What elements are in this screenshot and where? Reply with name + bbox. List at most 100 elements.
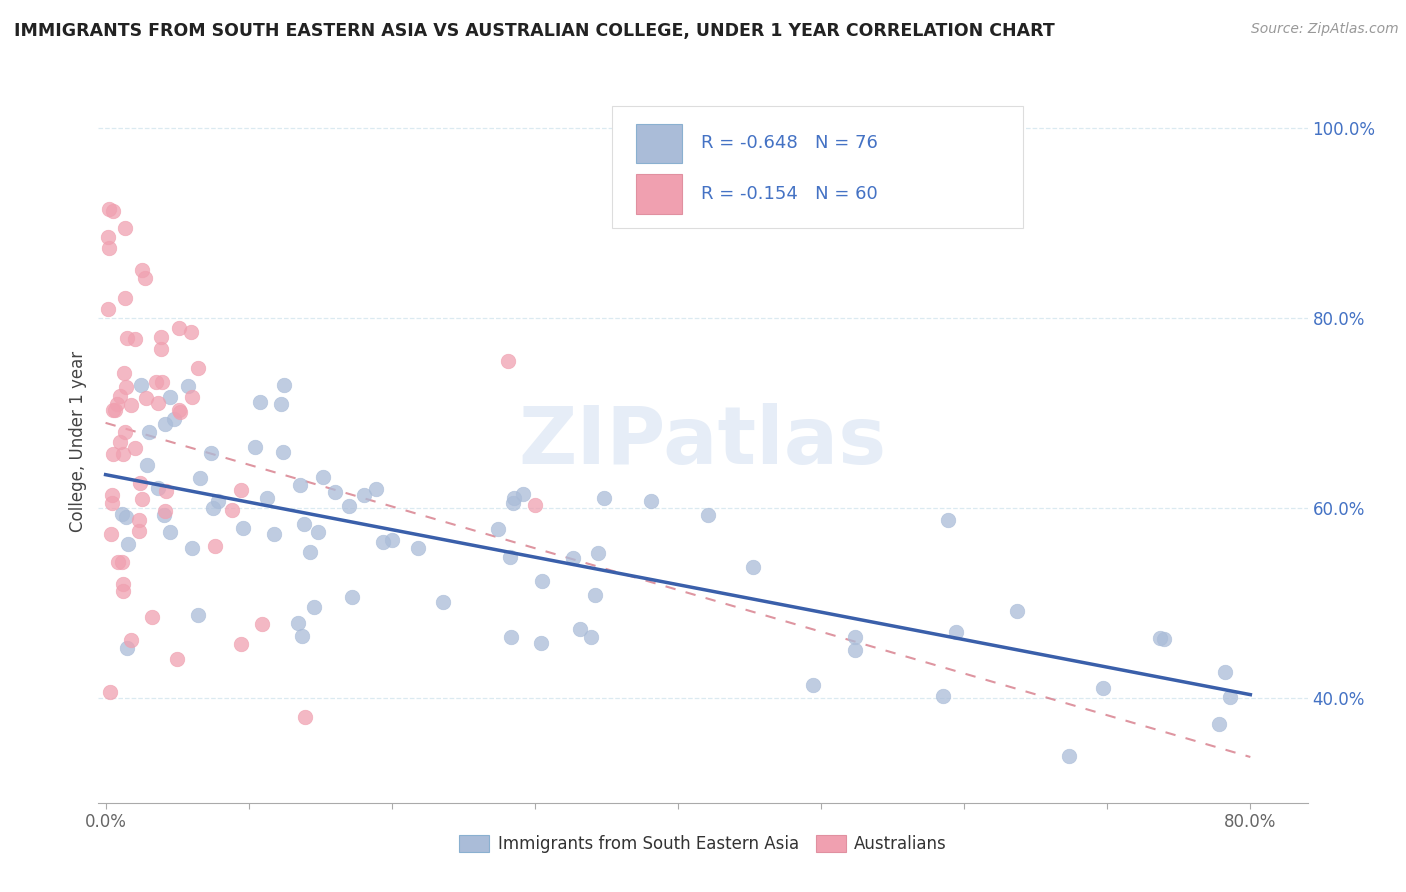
Point (945, 625, 967, 640)
Point (150, 375, 173, 389)
Point (112, 447, 135, 461)
Point (105, 397, 128, 411)
Point (373, 535, 395, 549)
Point (486, 522, 509, 536)
Point (100, 496, 122, 510)
Point (291, 629, 314, 643)
Point (145, 375, 167, 389)
Point (432, 595, 454, 609)
Point (583, 589, 606, 603)
Point (111, 507, 134, 521)
Point (190, 471, 212, 485)
Point (499, 550, 522, 565)
Point (108, 389, 131, 403)
Point (166, 652, 188, 666)
Point (115, 509, 138, 524)
Point (169, 405, 191, 419)
Y-axis label: College, Under 1 year: College, Under 1 year (69, 351, 87, 533)
Point (292, 517, 315, 532)
Point (153, 417, 176, 431)
Point (586, 546, 609, 560)
Point (115, 641, 138, 656)
Point (337, 499, 360, 513)
Point (163, 411, 186, 425)
Point (187, 361, 209, 376)
Point (340, 590, 363, 604)
Text: R = -0.154   N = 60: R = -0.154 N = 60 (700, 185, 877, 202)
Point (180, 390, 202, 404)
Point (131, 263, 153, 277)
Point (302, 599, 325, 614)
Point (562, 551, 585, 566)
Point (844, 642, 866, 657)
Point (120, 398, 142, 412)
Point (103, 403, 125, 417)
Point (287, 615, 309, 630)
Point (134, 271, 156, 285)
Point (135, 392, 157, 406)
Point (221, 503, 243, 517)
Point (128, 513, 150, 527)
Point (1149, 631, 1171, 645)
Point (366, 482, 388, 496)
FancyBboxPatch shape (637, 124, 682, 163)
Point (406, 541, 429, 555)
Point (263, 526, 285, 541)
Point (101, 204, 124, 219)
Legend: Immigrants from South Eastern Asia, Australians: Immigrants from South Eastern Asia, Aust… (453, 828, 953, 860)
Point (96, 229, 118, 244)
Point (1153, 632, 1175, 647)
FancyBboxPatch shape (637, 174, 682, 214)
Point (97, 202, 120, 216)
Point (181, 541, 204, 556)
Point (101, 488, 124, 502)
Point (159, 390, 181, 404)
Point (104, 402, 127, 417)
Point (512, 487, 534, 501)
Point (97, 302, 120, 317)
Point (146, 395, 169, 409)
Text: ZIPatlas: ZIPatlas (519, 402, 887, 481)
Point (844, 630, 866, 644)
Point (138, 425, 160, 439)
Point (114, 380, 136, 394)
Point (592, 491, 614, 505)
Point (107, 555, 129, 569)
Point (323, 484, 346, 499)
Point (152, 508, 174, 522)
Point (530, 574, 553, 588)
Point (801, 678, 824, 692)
Point (135, 458, 157, 473)
Point (159, 525, 181, 540)
Point (1091, 681, 1114, 696)
Point (1208, 717, 1230, 731)
Point (229, 637, 252, 651)
Point (167, 321, 190, 335)
Point (502, 491, 524, 505)
Point (523, 498, 546, 512)
Point (114, 291, 136, 305)
Point (502, 496, 524, 510)
Point (1219, 690, 1241, 704)
Point (1005, 604, 1028, 618)
Point (381, 533, 404, 547)
Point (114, 220, 136, 235)
Point (114, 367, 136, 381)
Point (312, 470, 335, 484)
Point (568, 623, 591, 637)
Point (149, 342, 172, 356)
Point (146, 481, 169, 495)
Point (128, 524, 150, 539)
Point (273, 377, 295, 392)
Point (112, 577, 135, 591)
Point (232, 521, 254, 535)
Point (579, 630, 602, 644)
Point (124, 332, 146, 346)
Point (114, 425, 136, 440)
Point (250, 617, 273, 632)
Point (112, 584, 135, 599)
Point (141, 610, 163, 624)
Point (245, 440, 267, 454)
Point (1213, 665, 1236, 679)
Point (256, 491, 278, 505)
